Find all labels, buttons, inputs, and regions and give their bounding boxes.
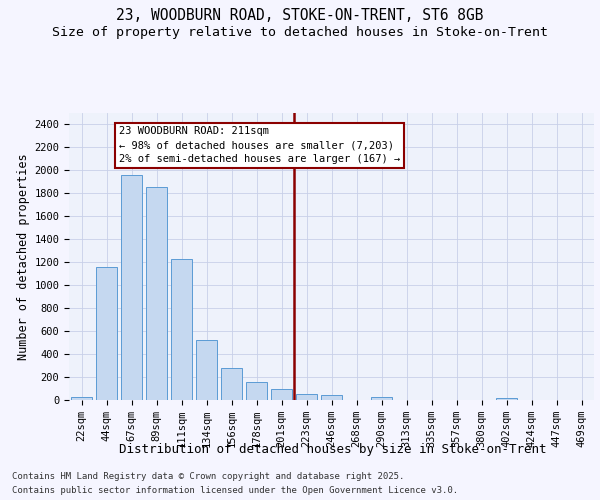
Y-axis label: Number of detached properties: Number of detached properties: [17, 153, 30, 360]
Bar: [496, 398, 517, 400]
Bar: [71, 396, 92, 400]
Bar: [321, 395, 342, 400]
Text: Contains HM Land Registry data © Crown copyright and database right 2025.: Contains HM Land Registry data © Crown c…: [12, 472, 404, 481]
Text: Distribution of detached houses by size in Stoke-on-Trent: Distribution of detached houses by size …: [119, 442, 547, 456]
Bar: [121, 174, 142, 400]
Bar: [296, 394, 317, 400]
Bar: [196, 340, 217, 400]
Bar: [96, 266, 117, 400]
Text: 23 WOODBURN ROAD: 211sqm
← 98% of detached houses are smaller (7,203)
2% of semi: 23 WOODBURN ROAD: 211sqm ← 98% of detach…: [119, 126, 400, 164]
Bar: [221, 368, 242, 400]
Bar: [146, 187, 167, 400]
Text: Size of property relative to detached houses in Stoke-on-Trent: Size of property relative to detached ho…: [52, 26, 548, 39]
Bar: [171, 258, 192, 400]
Bar: [271, 389, 292, 400]
Text: Contains public sector information licensed under the Open Government Licence v3: Contains public sector information licen…: [12, 486, 458, 495]
Bar: [246, 382, 267, 400]
Text: 23, WOODBURN ROAD, STOKE-ON-TRENT, ST6 8GB: 23, WOODBURN ROAD, STOKE-ON-TRENT, ST6 8…: [116, 8, 484, 22]
Bar: [371, 397, 392, 400]
